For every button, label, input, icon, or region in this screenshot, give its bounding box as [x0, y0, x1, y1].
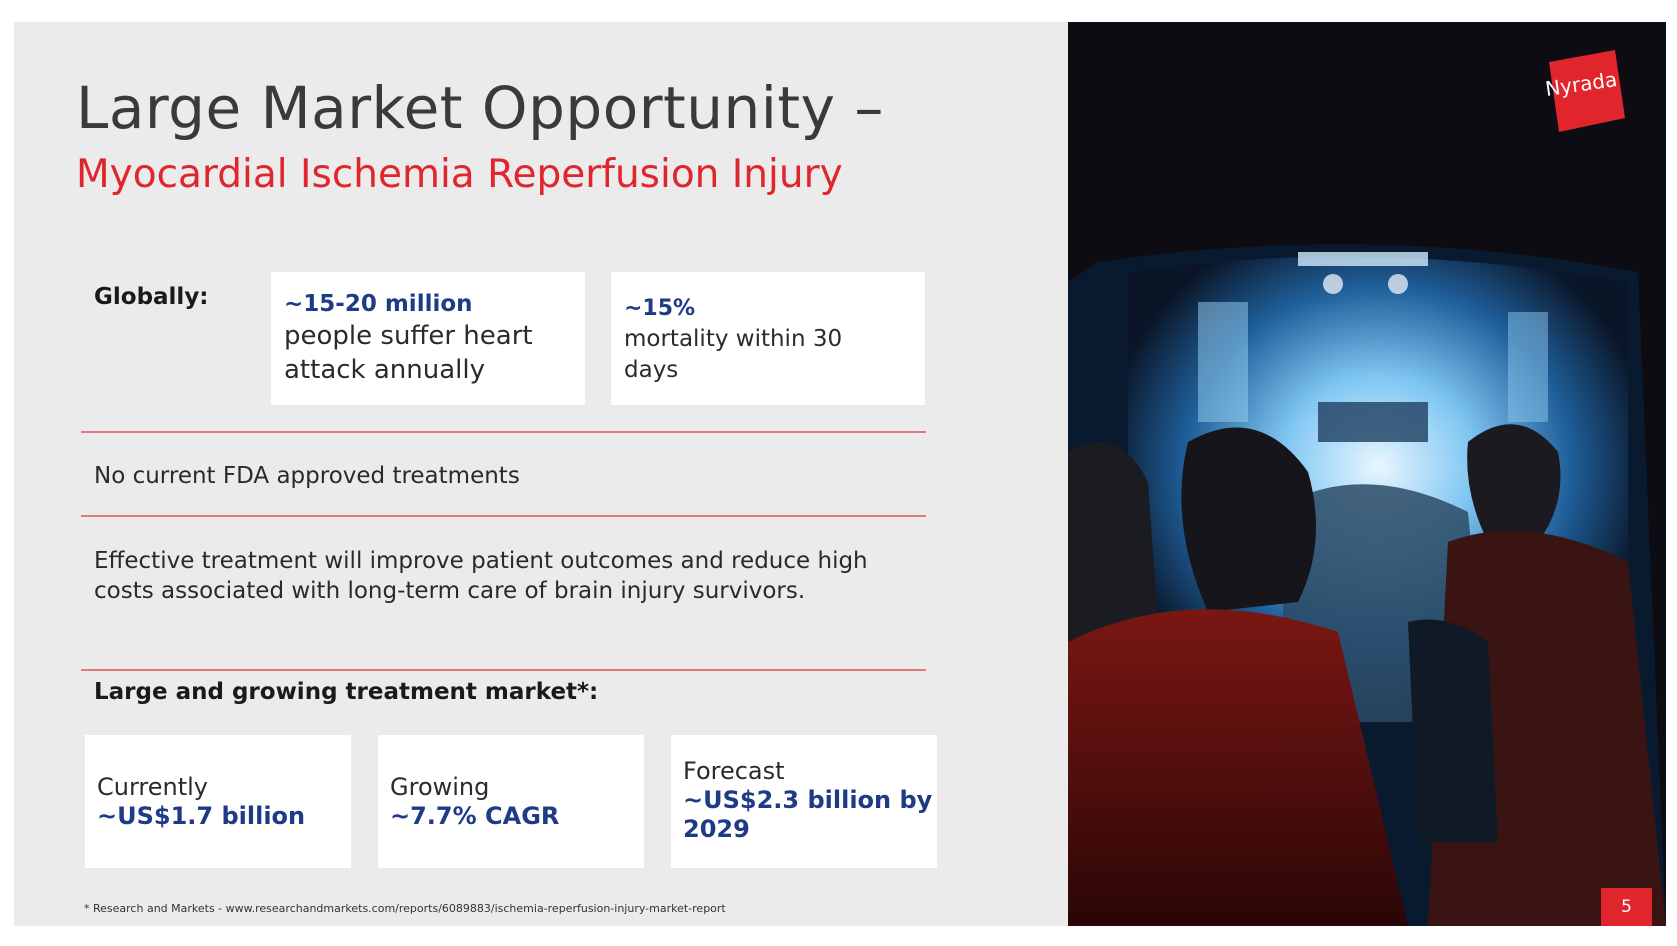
- nyrada-logo-icon: [1549, 50, 1625, 132]
- market-card-currently: Currently ~US$1.7 billion: [85, 735, 351, 868]
- stat-text-line: attack annually: [284, 355, 486, 385]
- divider: [81, 669, 926, 671]
- market-card-value: ~US$1.7 billion: [97, 802, 306, 830]
- stat-text-line: days: [624, 357, 679, 383]
- no-fda-statement: No current FDA approved treatments: [94, 463, 520, 489]
- page-title: Large Market Opportunity –: [76, 74, 884, 142]
- market-card-label: Forecast: [683, 757, 785, 785]
- divider: [81, 431, 926, 433]
- globally-label: Globally:: [94, 284, 209, 310]
- market-card-label: Growing: [390, 773, 490, 801]
- footnote: * Research and Markets - www.researchand…: [84, 902, 726, 915]
- market-card-value: ~US$2.3 billion by: [683, 786, 933, 814]
- slide: Large Market Opportunity – Myocardial Is…: [14, 22, 1666, 926]
- stat-card-heart-attacks: ~15-20 million people suffer heart attac…: [271, 272, 585, 405]
- stat-text-line: mortality within 30: [624, 326, 843, 352]
- page-subtitle: Myocardial Ischemia Reperfusion Injury: [76, 152, 843, 197]
- stat-text-line: people suffer heart: [284, 321, 533, 351]
- stat-card-mortality: ~15% mortality within 30 days: [611, 272, 925, 405]
- divider: [81, 515, 926, 517]
- market-label: Large and growing treatment market*:: [94, 679, 599, 705]
- stat-highlight: ~15%: [624, 296, 696, 321]
- market-card-value: ~7.7% CAGR: [390, 802, 560, 830]
- effective-treatment-statement: Effective treatment will improve patient…: [94, 548, 868, 604]
- page-number: 5: [1601, 888, 1652, 926]
- market-card-value: 2029: [683, 815, 750, 843]
- market-card-growing: Growing ~7.7% CAGR: [378, 735, 644, 868]
- market-card-label: Currently: [97, 773, 209, 801]
- stat-highlight: ~15-20 million: [284, 291, 473, 317]
- ambulance-photo: [1068, 22, 1666, 926]
- market-card-forecast: Forecast ~US$2.3 billion by 2029: [671, 735, 937, 868]
